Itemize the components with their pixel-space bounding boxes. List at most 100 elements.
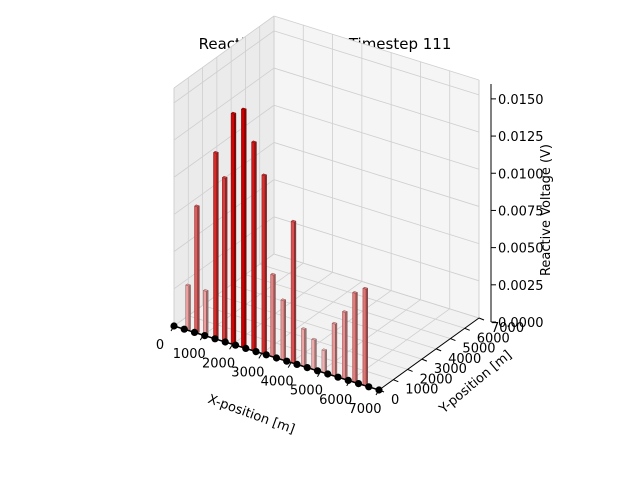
bar-front-face bbox=[251, 141, 256, 352]
bar-side-face bbox=[216, 151, 219, 340]
z-tick-label: 0.0050 bbox=[498, 242, 544, 257]
x-tick-mark bbox=[346, 380, 351, 387]
bar-front-face bbox=[342, 311, 346, 380]
bar-side-face bbox=[264, 174, 267, 355]
bar-front-face bbox=[194, 205, 198, 334]
bar-top-face bbox=[221, 176, 228, 179]
x-tick-label: 4000 bbox=[261, 375, 294, 390]
grid-line-z-back bbox=[273, 104, 480, 170]
bar bbox=[270, 272, 276, 358]
grid-line-z-back bbox=[273, 142, 480, 207]
x-tick-label: 2000 bbox=[202, 356, 235, 371]
bar-top-face bbox=[202, 289, 209, 292]
x-tick-label: 6000 bbox=[319, 393, 352, 408]
x-tick-mark bbox=[258, 353, 263, 359]
x-tick-mark bbox=[375, 389, 380, 396]
y-tick-label: 3000 bbox=[434, 362, 467, 377]
bar-top-face bbox=[270, 272, 276, 276]
grid-line-z-back bbox=[273, 67, 480, 133]
bar-top-face bbox=[230, 111, 237, 115]
grid-line-y-floor bbox=[245, 274, 451, 339]
bar-side-face bbox=[365, 287, 368, 387]
node-point bbox=[324, 370, 332, 378]
x-tick-mark bbox=[316, 371, 321, 377]
x-tick-label: 7000 bbox=[348, 402, 381, 417]
bar-side-face bbox=[355, 291, 358, 384]
y-tick-label: 5000 bbox=[462, 342, 495, 357]
z-tick-label: 0.0000 bbox=[498, 316, 544, 331]
bar bbox=[352, 291, 358, 384]
y-tick-mark bbox=[393, 379, 399, 383]
z-tick-label: 0.0150 bbox=[498, 93, 544, 108]
bar bbox=[212, 151, 219, 340]
node-point bbox=[365, 383, 373, 391]
bar-top-face bbox=[341, 310, 348, 313]
bar bbox=[280, 298, 287, 361]
bar-side-face bbox=[283, 299, 286, 361]
bar bbox=[290, 219, 297, 365]
bar-side-face bbox=[345, 311, 348, 381]
x-tick-label: 3000 bbox=[231, 365, 264, 380]
x-tick-mark bbox=[229, 344, 234, 350]
node-point bbox=[190, 328, 199, 336]
bar-front-face bbox=[290, 220, 295, 364]
bar-side-face bbox=[273, 273, 276, 358]
bar-side-face bbox=[314, 338, 317, 371]
bar-front-face bbox=[280, 299, 285, 361]
bar-side-face bbox=[206, 289, 209, 337]
y-tick-label: 4000 bbox=[448, 352, 481, 367]
bar-top-face bbox=[290, 219, 297, 223]
x-tick-mark bbox=[170, 325, 175, 332]
floor-pane bbox=[174, 254, 479, 390]
bar bbox=[251, 140, 257, 352]
node-point bbox=[211, 335, 219, 343]
bar-side-face bbox=[304, 328, 307, 368]
bar bbox=[362, 286, 369, 387]
bar-side-face bbox=[234, 112, 237, 346]
node-point bbox=[252, 348, 260, 356]
node-point bbox=[262, 351, 270, 359]
bar-front-face bbox=[203, 290, 207, 337]
bar-side-face bbox=[197, 205, 200, 334]
bar-top-face bbox=[261, 173, 268, 177]
x-tick-label: 5000 bbox=[290, 384, 323, 399]
y-tick-label: 7000 bbox=[491, 321, 524, 336]
y-axis-line bbox=[378, 317, 480, 391]
bar-side-face bbox=[254, 141, 257, 352]
bar-front-face bbox=[185, 284, 190, 332]
node-point bbox=[201, 332, 209, 340]
ticks-group: 0100020003000400050006000700001000200030… bbox=[156, 93, 544, 417]
x-tick-mark bbox=[199, 334, 204, 341]
bar-front-face bbox=[352, 292, 357, 384]
grid-line-z-back bbox=[273, 253, 480, 319]
bar bbox=[341, 310, 348, 381]
bar-front-face bbox=[321, 349, 326, 374]
back-pane bbox=[274, 16, 479, 318]
bar-front-face bbox=[362, 287, 367, 387]
y-tick-mark bbox=[435, 348, 442, 352]
axes-panes bbox=[174, 16, 479, 390]
y-tick-mark bbox=[450, 338, 456, 342]
node-point bbox=[272, 354, 281, 362]
bar-front-face bbox=[213, 152, 218, 340]
bar-front-face bbox=[301, 328, 305, 368]
bar-top-face bbox=[331, 321, 338, 325]
bar-side-face bbox=[188, 284, 191, 332]
bar-side-face bbox=[225, 176, 228, 343]
bar-front-face bbox=[222, 177, 226, 343]
z-axis-label: Reactive Voltage (V) bbox=[539, 144, 554, 276]
pane-edge bbox=[273, 15, 480, 81]
grid-line-y-floor bbox=[216, 294, 422, 360]
grid-line-x-floor bbox=[261, 281, 363, 354]
y-tick-mark bbox=[378, 389, 385, 393]
bar-top-face bbox=[321, 348, 328, 352]
bar-front-face bbox=[230, 112, 235, 346]
grid-line-z-left bbox=[173, 104, 275, 178]
y-tick-label: 6000 bbox=[477, 331, 510, 346]
z-tick-label: 0.0075 bbox=[498, 204, 544, 219]
x-tick-mark bbox=[287, 362, 292, 368]
grid-line-z-back bbox=[273, 216, 480, 282]
grid-line-x-floor bbox=[290, 290, 392, 363]
bar-top-face bbox=[311, 337, 317, 341]
